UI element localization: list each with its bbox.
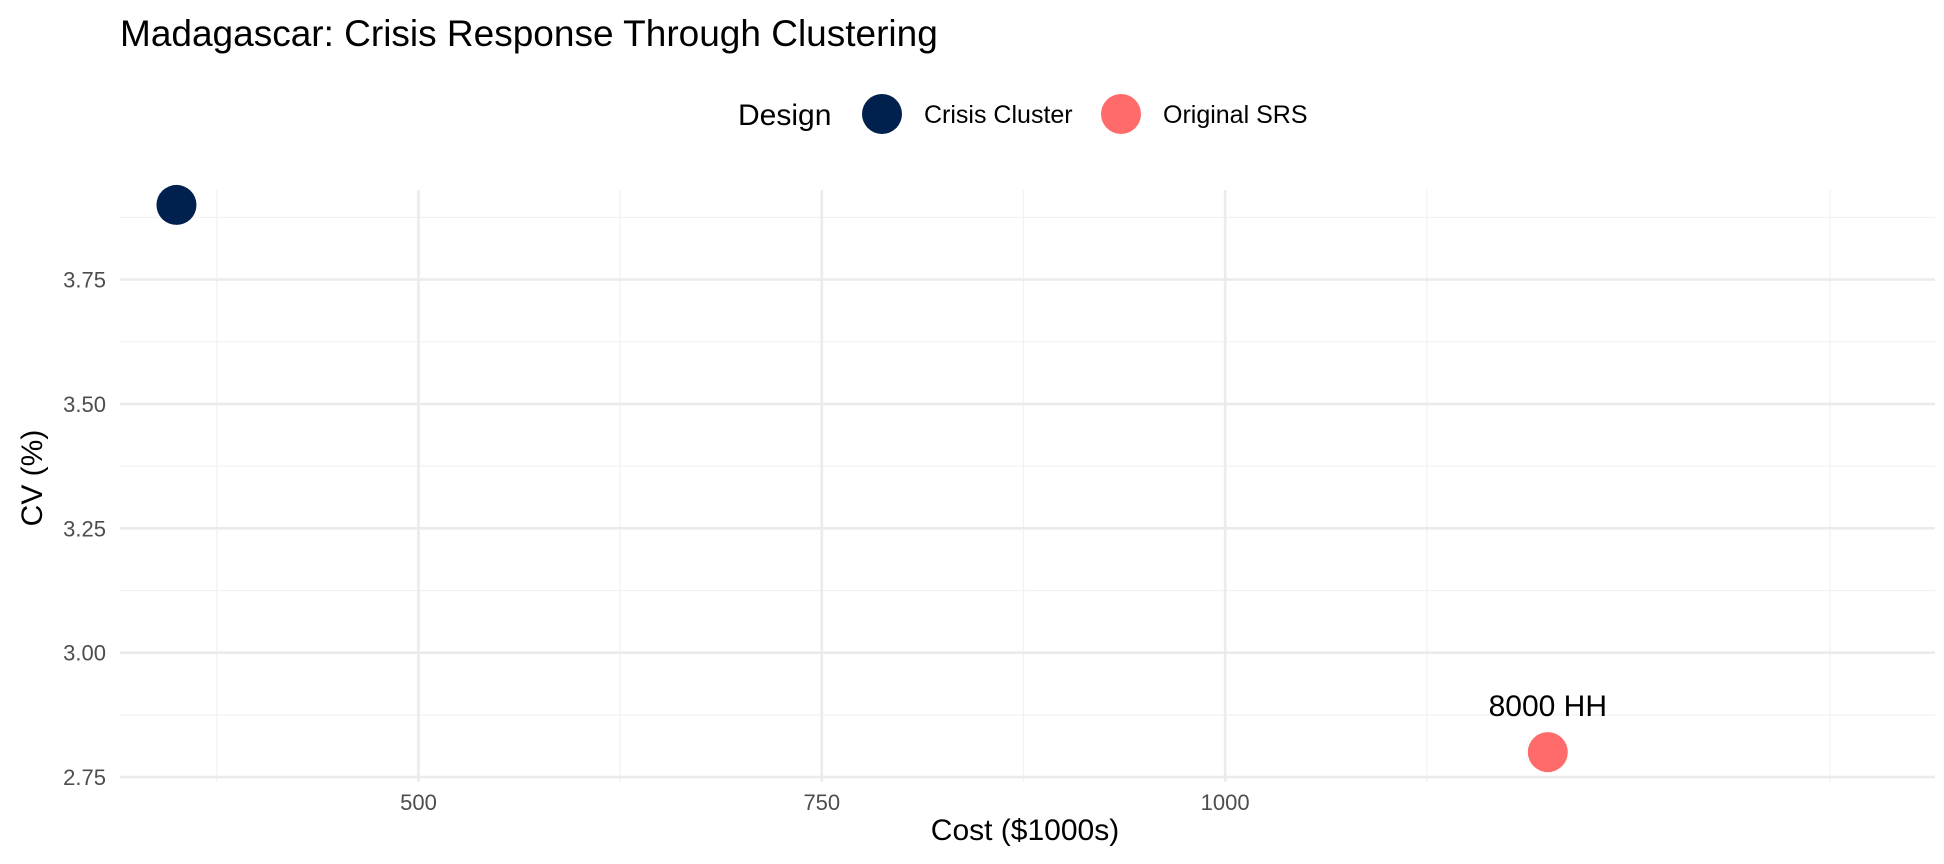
x-axis-tick-labels: 500 750 1000 — [400, 790, 1250, 815]
legend-label: Crisis Cluster — [924, 101, 1073, 129]
x-tick-label: 1000 — [1201, 790, 1250, 815]
y-tick-label: 3.50 — [63, 392, 106, 417]
x-tick-label: 500 — [400, 790, 437, 815]
point-annotations: 8000 HH — [1489, 690, 1607, 723]
x-axis-title: Cost ($1000s) — [931, 814, 1119, 847]
y-tick-label: 3.75 — [63, 268, 106, 293]
y-tick-label: 2.75 — [63, 765, 106, 790]
x-tick-label: 750 — [803, 790, 840, 815]
y-tick-label: 3.00 — [63, 641, 106, 666]
legend-title: Design — [738, 99, 831, 132]
y-axis-tick-labels: 2.75 3.00 3.25 3.50 3.75 — [63, 268, 106, 790]
major-grid — [120, 190, 1935, 782]
data-point — [156, 184, 197, 225]
minor-grid — [120, 190, 1935, 782]
data-points — [156, 184, 1568, 773]
y-axis-title: CV (%) — [16, 430, 49, 527]
y-tick-label: 3.25 — [63, 516, 106, 541]
point-label: 8000 HH — [1489, 690, 1607, 723]
chart-title: Madagascar: Crisis Response Through Clus… — [120, 13, 938, 54]
data-point — [1527, 732, 1568, 773]
legend: Design Crisis Cluster Original SRS — [738, 94, 1308, 134]
legend-key — [1101, 94, 1141, 134]
legend-key — [862, 94, 902, 134]
legend-label: Original SRS — [1163, 101, 1308, 129]
legend-items: Crisis Cluster Original SRS — [862, 94, 1308, 134]
